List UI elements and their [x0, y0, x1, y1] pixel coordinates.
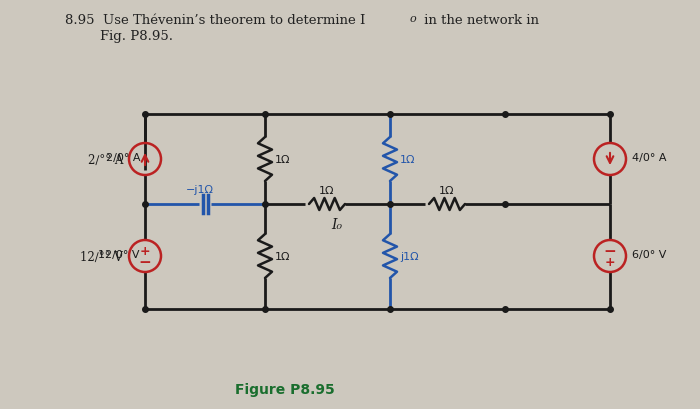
Text: I₀: I₀: [331, 218, 342, 231]
Text: Figure P8.95: Figure P8.95: [235, 382, 335, 396]
Text: +: +: [140, 245, 150, 258]
Text: in the network in: in the network in: [420, 14, 539, 27]
Text: −: −: [603, 244, 617, 259]
Text: 1Ω: 1Ω: [400, 155, 416, 164]
Text: 1Ω: 1Ω: [275, 155, 290, 164]
Text: 2∕⁠°° A: 2∕⁠°° A: [88, 153, 123, 166]
Text: +: +: [605, 256, 615, 269]
Text: 12∕⁠°° V: 12∕⁠°° V: [80, 250, 123, 263]
Text: 1Ω: 1Ω: [319, 186, 335, 196]
Text: 4/0° A: 4/0° A: [632, 153, 666, 163]
Text: 2/0° A: 2/0° A: [106, 153, 140, 163]
Text: 8.95  Use Thévenin’s theorem to determine I: 8.95 Use Thévenin’s theorem to determine…: [65, 14, 365, 27]
Text: −: −: [139, 255, 151, 270]
Text: −j1Ω: −j1Ω: [186, 184, 214, 195]
Text: 1Ω: 1Ω: [440, 186, 455, 196]
Text: o: o: [410, 14, 416, 24]
Text: j1Ω: j1Ω: [400, 252, 419, 261]
Text: 1Ω: 1Ω: [275, 252, 290, 261]
Text: 12/0° V: 12/0° V: [99, 249, 140, 259]
Text: Fig. P8.95.: Fig. P8.95.: [100, 30, 173, 43]
Text: 6/0° V: 6/0° V: [632, 249, 666, 259]
